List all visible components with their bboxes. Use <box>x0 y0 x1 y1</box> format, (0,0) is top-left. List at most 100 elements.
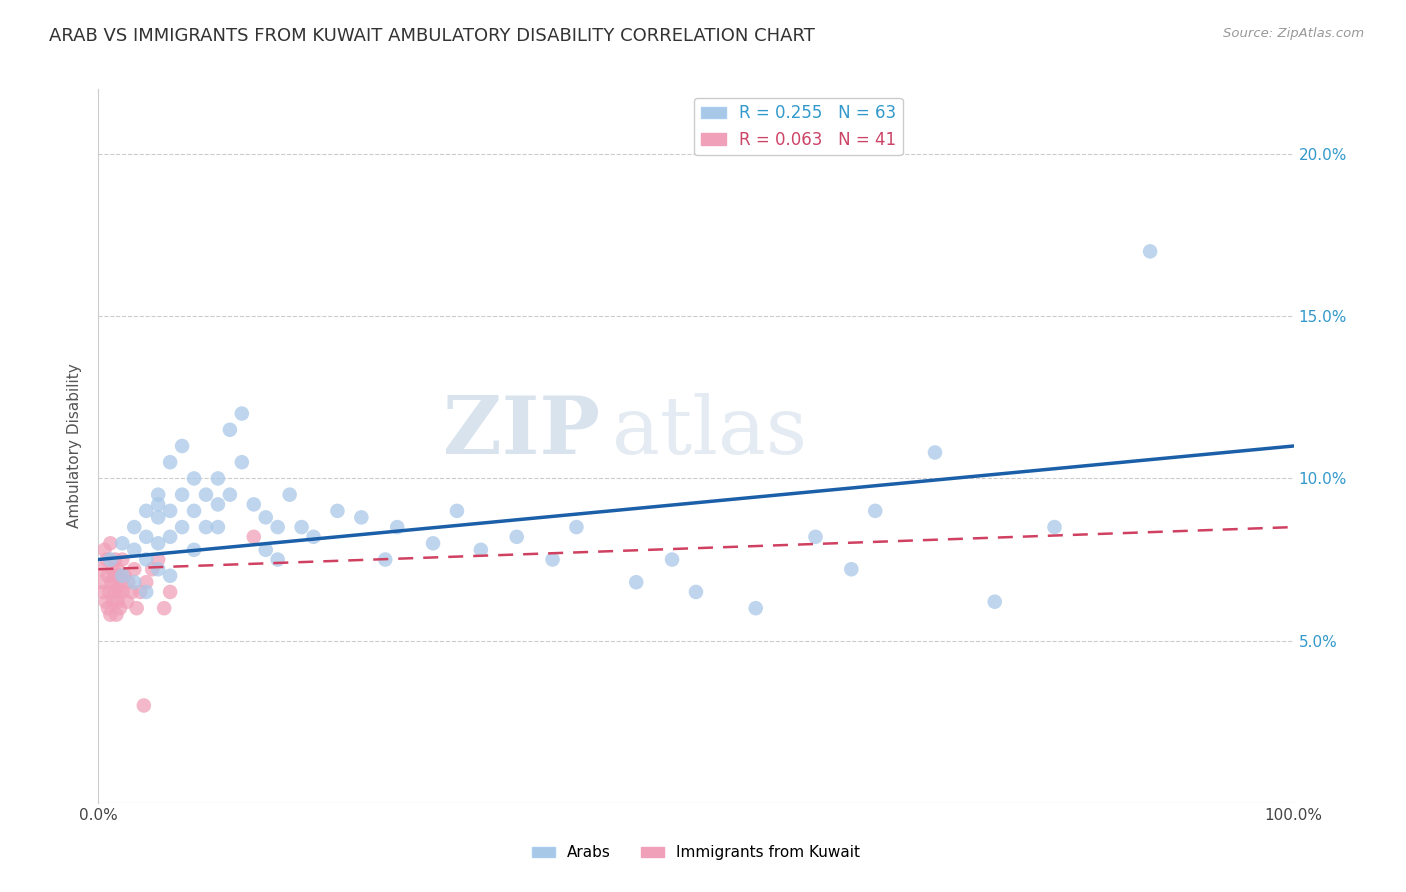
Point <box>121 585 143 599</box>
Point <box>105 607 128 622</box>
Point <box>626 575 648 590</box>
Point <box>541 552 564 566</box>
Point <box>661 552 683 566</box>
Point <box>183 504 205 518</box>
Point <box>207 497 229 511</box>
Point <box>91 575 114 590</box>
Point <box>254 510 277 524</box>
Point <box>195 488 218 502</box>
Point <box>135 552 157 566</box>
Point <box>159 530 181 544</box>
Point <box>159 455 181 469</box>
Point <box>107 595 129 609</box>
Point <box>159 585 181 599</box>
Point <box>94 595 117 609</box>
Point <box>91 585 114 599</box>
Point <box>98 585 121 599</box>
Point <box>267 552 290 566</box>
Point <box>159 568 181 582</box>
Point <box>114 568 136 582</box>
Point <box>101 562 124 576</box>
Point <box>254 542 277 557</box>
Point <box>326 504 349 518</box>
Point <box>98 552 122 566</box>
Text: ARAB VS IMMIGRANTS FROM KUWAIT AMBULATORY DISABILITY CORRELATION CHART: ARAB VS IMMIGRANTS FROM KUWAIT AMBULATOR… <box>49 27 815 45</box>
Point <box>148 552 170 566</box>
Point <box>422 536 444 550</box>
Point <box>107 562 129 576</box>
Point <box>124 575 146 590</box>
Point <box>111 585 134 599</box>
Point <box>350 510 373 524</box>
Point <box>141 562 163 576</box>
Point <box>302 530 325 544</box>
Point <box>124 562 146 576</box>
Text: atlas: atlas <box>613 392 807 471</box>
Point <box>267 520 290 534</box>
Point <box>125 601 148 615</box>
Point <box>110 575 132 590</box>
Point <box>841 562 863 576</box>
Point <box>231 407 253 421</box>
Point <box>924 445 946 459</box>
Point <box>104 585 127 599</box>
Point <box>96 552 118 566</box>
Point <box>103 568 125 582</box>
Point <box>97 601 120 615</box>
Point <box>278 488 301 502</box>
Point <box>148 510 170 524</box>
Point <box>107 585 129 599</box>
Point <box>865 504 887 518</box>
Point <box>101 595 124 609</box>
Point <box>124 542 146 557</box>
Point <box>565 520 588 534</box>
Y-axis label: Ambulatory Disability: Ambulatory Disability <box>67 364 83 528</box>
Point <box>172 520 194 534</box>
Point <box>117 575 139 590</box>
Point <box>148 488 170 502</box>
Point <box>804 530 827 544</box>
Point <box>243 530 266 544</box>
Point <box>243 497 266 511</box>
Point <box>132 698 155 713</box>
Point <box>135 585 157 599</box>
Point <box>183 542 205 557</box>
Point <box>111 552 134 566</box>
Point <box>385 520 409 534</box>
Legend: Arabs, Immigrants from Kuwait: Arabs, Immigrants from Kuwait <box>526 839 866 866</box>
Point <box>374 552 396 566</box>
Point <box>1139 244 1161 259</box>
Point <box>97 568 120 582</box>
Point <box>111 536 134 550</box>
Point <box>207 471 229 485</box>
Point <box>183 471 205 485</box>
Text: Source: ZipAtlas.com: Source: ZipAtlas.com <box>1223 27 1364 40</box>
Point <box>148 562 170 576</box>
Point <box>148 536 170 550</box>
Point <box>159 504 181 518</box>
Point <box>470 542 492 557</box>
Point <box>135 575 157 590</box>
Point <box>148 497 170 511</box>
Point <box>135 530 157 544</box>
Point <box>685 585 707 599</box>
Point <box>129 585 152 599</box>
Point <box>219 423 242 437</box>
Point <box>93 542 115 557</box>
Point <box>98 607 122 622</box>
Point <box>291 520 314 534</box>
Point <box>135 504 157 518</box>
Point <box>111 568 134 582</box>
Point <box>108 601 131 615</box>
Point <box>124 520 146 534</box>
Text: ZIP: ZIP <box>443 392 600 471</box>
Point <box>172 488 194 502</box>
Point <box>506 530 529 544</box>
Point <box>219 488 242 502</box>
Point <box>231 455 253 469</box>
Point <box>1043 520 1066 534</box>
Point <box>100 575 122 590</box>
Point <box>745 601 768 615</box>
Point <box>446 504 468 518</box>
Point <box>90 562 112 576</box>
